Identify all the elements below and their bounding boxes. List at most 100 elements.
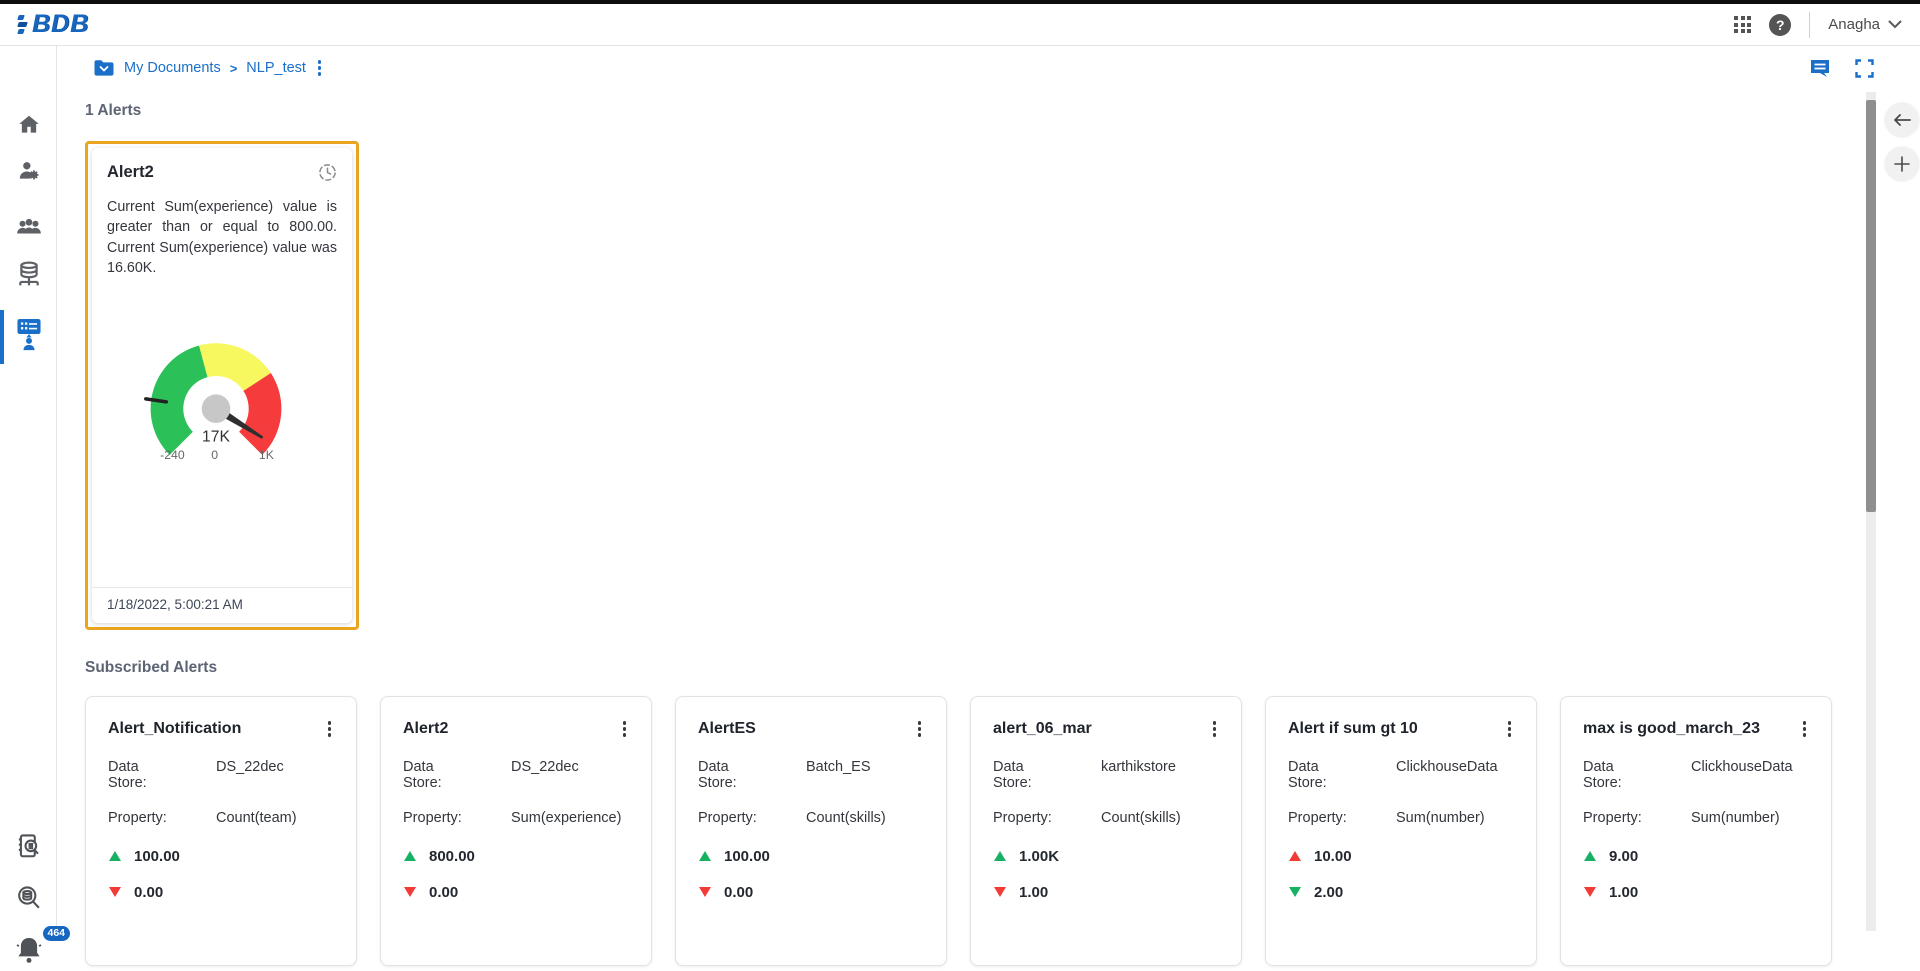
presentation-person-icon: [14, 316, 44, 352]
add-button[interactable]: [1885, 147, 1919, 181]
gauge-tick-zero: 0: [211, 448, 218, 462]
upper-threshold-value: 800.00: [429, 848, 475, 865]
data-store-label: Data Store:: [108, 759, 216, 791]
lower-threshold-value: 2.00: [1314, 884, 1343, 901]
upper-threshold-value: 10.00: [1314, 848, 1352, 865]
card-menu-icon[interactable]: [1800, 718, 1810, 740]
lower-threshold-value: 0.00: [724, 884, 753, 901]
upper-threshold-icon: [403, 850, 417, 862]
left-sidebar: 464: [0, 46, 57, 931]
header-divider: [1809, 12, 1810, 38]
comments-icon[interactable]: [1809, 58, 1831, 78]
upper-threshold-value: 1.00K: [1019, 848, 1059, 865]
subscribed-alert-card[interactable]: Alert_Notification Data Store:DS_22dec P…: [85, 696, 357, 966]
lower-threshold-value: 1.00: [1019, 884, 1048, 901]
sidebar-item-data-center[interactable]: [0, 260, 57, 290]
subscribed-alert-card[interactable]: max is good_march_23 Data Store:Clickhou…: [1560, 696, 1832, 966]
upper-threshold-icon: [698, 850, 712, 862]
lower-threshold-icon: [1583, 886, 1597, 898]
logo-dots-decoration: [18, 15, 27, 34]
chevron-down-icon: [1888, 20, 1902, 29]
lower-threshold-icon: [698, 886, 712, 898]
home-icon: [16, 112, 42, 138]
subscribed-alert-card[interactable]: Alert if sum gt 10 Data Store:Clickhouse…: [1265, 696, 1537, 966]
scrollbar-thumb[interactable]: [1866, 100, 1876, 512]
data-store-label: Data Store:: [403, 759, 511, 791]
property-label: Property:: [698, 810, 806, 826]
data-store-label: Data Store:: [993, 759, 1101, 791]
upper-threshold-value: 100.00: [134, 848, 180, 865]
upper-threshold-icon: [993, 850, 1007, 862]
subscribed-alerts-heading: Subscribed Alerts: [85, 659, 1920, 677]
help-icon[interactable]: ?: [1769, 14, 1791, 36]
card-title: AlertES: [698, 720, 756, 738]
card-menu-icon[interactable]: [915, 718, 925, 740]
user-name: Anagha: [1828, 16, 1880, 33]
lower-threshold-value: 1.00: [1609, 884, 1638, 901]
sidebar-item-data-search[interactable]: [0, 884, 57, 914]
database-server-icon: [15, 260, 43, 290]
folder-icon[interactable]: [93, 59, 115, 77]
data-store-label: Data Store:: [1583, 759, 1691, 791]
card-title: alert_06_mar: [993, 720, 1092, 738]
gauge-svg: 17K -240 0 1K: [107, 324, 325, 477]
data-store-label: Data Store:: [1288, 759, 1396, 791]
property-value: Sum(number): [1396, 810, 1485, 826]
card-title: Alert_Notification: [108, 720, 241, 738]
property-value: Sum(experience): [511, 810, 621, 826]
subscribed-alert-card[interactable]: AlertES Data Store:Batch_ES Property:Cou…: [675, 696, 947, 966]
property-value: Count(skills): [806, 810, 886, 826]
clock-schedule-icon: [318, 163, 337, 182]
breadcrumb: My Documents > NLP_test: [93, 57, 324, 79]
alerts-count-heading: 1 Alerts: [85, 102, 1920, 120]
data-store-value: ClickhouseData: [1691, 759, 1793, 791]
user-menu[interactable]: Anagha: [1828, 16, 1902, 33]
breadcrumb-options-icon[interactable]: [315, 57, 325, 79]
notebook-search-icon: [15, 832, 43, 862]
sidebar-item-home[interactable]: [0, 112, 57, 138]
breadcrumb-root-link[interactable]: My Documents: [124, 60, 221, 76]
card-title: Alert if sum gt 10: [1288, 720, 1418, 738]
sidebar-item-users-groups[interactable]: [0, 214, 57, 240]
active-alert-card[interactable]: Alert2 Current Sum(experience) value is …: [85, 141, 359, 630]
data-store-value: ClickhouseData: [1396, 759, 1498, 791]
subscribed-alert-card[interactable]: Alert2 Data Store:DS_22dec Property:Sum(…: [380, 696, 652, 966]
property-label: Property:: [1288, 810, 1396, 826]
property-label: Property:: [403, 810, 511, 826]
gauge-tick-min: -240: [160, 448, 185, 462]
sidebar-item-audit-log[interactable]: [0, 832, 57, 862]
card-menu-icon[interactable]: [1505, 718, 1515, 740]
sidebar-item-notifications[interactable]: 464: [0, 934, 57, 971]
subscribed-alert-card[interactable]: alert_06_mar Data Store:karthikstore Pro…: [970, 696, 1242, 966]
data-store-value: DS_22dec: [511, 759, 579, 791]
user-gear-icon: [16, 158, 42, 184]
apps-grid-icon[interactable]: [1734, 16, 1751, 33]
subscribed-alerts-row: Alert_Notification Data Store:DS_22dec P…: [85, 696, 1920, 966]
card-title: max is good_march_23: [1583, 720, 1760, 738]
breadcrumb-separator: >: [230, 61, 238, 76]
card-menu-icon[interactable]: [620, 718, 630, 740]
fullscreen-icon[interactable]: [1855, 59, 1874, 78]
card-menu-icon[interactable]: [325, 718, 335, 740]
search-data-icon: [15, 884, 43, 914]
back-button[interactable]: [1885, 103, 1919, 137]
bdb-logo[interactable]: BDB: [18, 10, 89, 39]
gauge-hub: [202, 395, 231, 424]
arrow-left-icon: [1893, 113, 1911, 127]
alert-timestamp: 1/18/2022, 5:00:21 AM: [92, 587, 352, 623]
lower-threshold-value: 0.00: [429, 884, 458, 901]
scrollbar-track[interactable]: [1866, 92, 1876, 931]
property-value: Sum(number): [1691, 810, 1780, 826]
users-group-icon: [15, 214, 43, 240]
card-menu-icon[interactable]: [1210, 718, 1220, 740]
breadcrumb-current-link[interactable]: NLP_test: [246, 60, 306, 76]
property-value: Count(team): [216, 810, 297, 826]
sidebar-item-user-management[interactable]: [0, 158, 57, 184]
sidebar-item-data-science-lab-active[interactable]: [0, 316, 57, 352]
lower-threshold-icon: [1288, 886, 1302, 898]
data-store-value: Batch_ES: [806, 759, 871, 791]
data-store-value: karthikstore: [1101, 759, 1176, 791]
property-label: Property:: [993, 810, 1101, 826]
alert-title: Alert2: [107, 163, 154, 182]
breadcrumb-bar: My Documents > NLP_test: [57, 46, 1920, 90]
